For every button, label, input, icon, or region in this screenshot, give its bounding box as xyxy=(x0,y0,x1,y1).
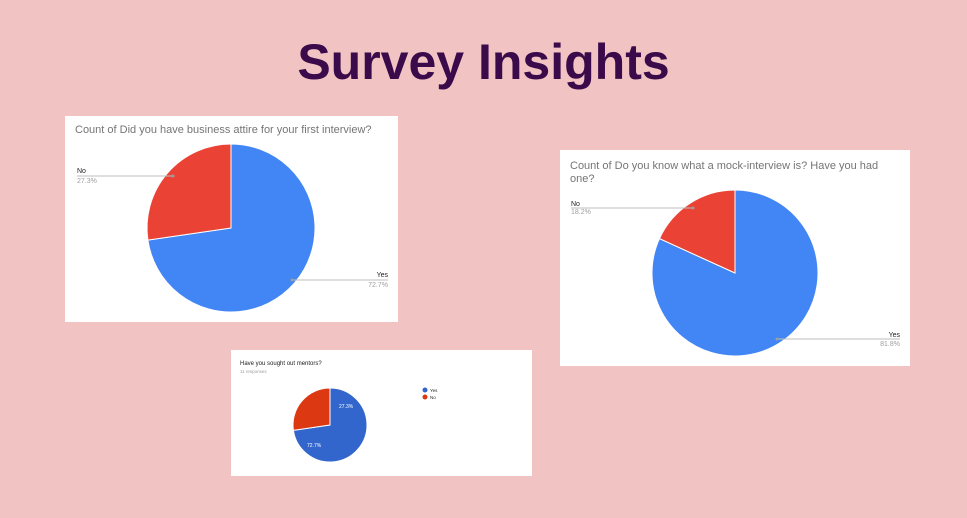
chart-business-attire: Count of Did you have business attire fo… xyxy=(75,124,389,313)
legend-label-yes: Yes xyxy=(430,388,438,393)
chart-title: Have you sought out mentors? xyxy=(240,361,322,367)
slice-pct-yes: 72.7% xyxy=(368,282,388,289)
chart-mock-interview: Count of Do you know what a mock-intervi… xyxy=(570,160,901,357)
slice-label-yes: Yes xyxy=(377,272,389,279)
slice-pct-no: 27.3% xyxy=(77,178,97,185)
leader-dot-no xyxy=(691,206,695,210)
pie-slices xyxy=(146,143,316,313)
pie-slice-no xyxy=(658,189,736,274)
legend-label-no: No xyxy=(430,395,436,400)
slice-label-yes: Yes xyxy=(889,332,901,339)
pie-slices xyxy=(651,189,819,357)
pie-slice-no xyxy=(146,143,232,241)
slide-title: Survey Insights xyxy=(297,34,670,90)
chart-card-business-attire: Count of Did you have business attire fo… xyxy=(65,116,398,322)
leader-dot-no xyxy=(171,174,175,178)
legend-swatch-yes xyxy=(422,387,428,393)
slice-pct-yes: 81.8% xyxy=(880,341,900,348)
leader-dot-yes xyxy=(290,278,294,282)
legend-swatch-no xyxy=(422,394,428,400)
legend: Yes No xyxy=(422,387,438,400)
chart-title-line-2: one? xyxy=(570,173,594,185)
pie-slice-no xyxy=(292,387,331,431)
slice-label-no: No xyxy=(77,168,86,175)
chart-card-mentors: Have you sought out mentors? 11 response… xyxy=(231,350,532,476)
chart-card-mock-interview: Count of Do you know what a mock-intervi… xyxy=(560,150,910,366)
slice-pct-yes: 72.7% xyxy=(307,443,322,449)
slice-pct-no: 18.2% xyxy=(571,209,591,216)
slice-pct-no: 27.3% xyxy=(339,404,354,410)
chart-subtitle: 11 responses xyxy=(240,369,267,374)
chart-title: Count of Did you have business attire fo… xyxy=(75,124,372,136)
chart-title-line-1: Count of Do you know what a mock-intervi… xyxy=(570,160,878,172)
pie-slices xyxy=(292,387,368,463)
slice-label-no: No xyxy=(571,201,580,208)
chart-mentors: Have you sought out mentors? 11 response… xyxy=(240,361,438,463)
leader-dot-yes xyxy=(775,337,779,341)
